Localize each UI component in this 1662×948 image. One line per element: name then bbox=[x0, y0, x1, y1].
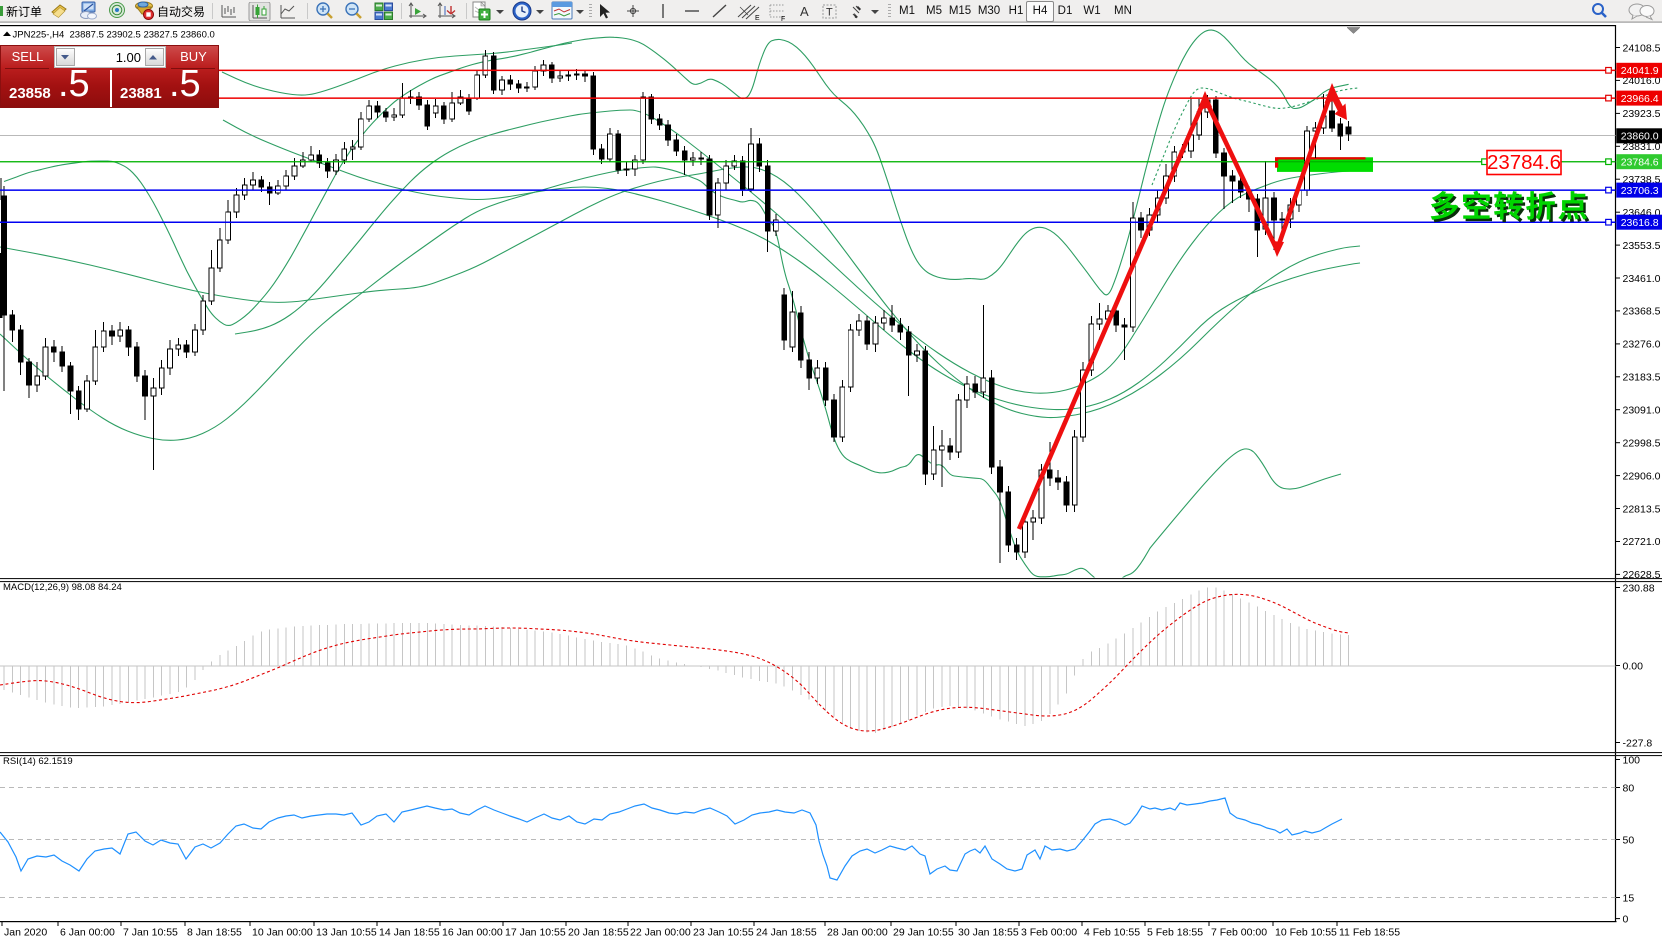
svg-text:F: F bbox=[781, 16, 785, 22]
svg-text:7 Feb 00:00: 7 Feb 00:00 bbox=[1211, 927, 1267, 939]
svg-text:23616.8: 23616.8 bbox=[1621, 217, 1659, 229]
svg-text:22998.5: 22998.5 bbox=[1623, 438, 1661, 450]
svg-text:10 Jan 00:00: 10 Jan 00:00 bbox=[252, 927, 313, 939]
svg-text:E: E bbox=[755, 15, 760, 22]
svg-text:22906.0: 22906.0 bbox=[1623, 470, 1661, 482]
svg-text:RSI(14) 62.1519: RSI(14) 62.1519 bbox=[3, 756, 73, 767]
svg-text:JPN225-,H4 23887.5 23902.5 23: JPN225-,H4 23887.5 23902.5 23827.5 23860… bbox=[13, 30, 215, 41]
svg-text:0: 0 bbox=[1623, 913, 1629, 925]
svg-text:24108.5: 24108.5 bbox=[1623, 42, 1661, 54]
svg-text:22628.5: 22628.5 bbox=[1623, 569, 1661, 581]
svg-text:23 Jan 10:55: 23 Jan 10:55 bbox=[693, 927, 754, 939]
svg-text:50: 50 bbox=[1623, 834, 1635, 846]
svg-text:23860.0: 23860.0 bbox=[1621, 131, 1659, 143]
svg-text:22 Jan 00:00: 22 Jan 00:00 bbox=[630, 927, 691, 939]
svg-text:22721.0: 22721.0 bbox=[1623, 536, 1661, 548]
svg-text:23091.0: 23091.0 bbox=[1623, 405, 1661, 417]
svg-text:23784.6: 23784.6 bbox=[1487, 151, 1561, 174]
svg-text:23923.5: 23923.5 bbox=[1623, 108, 1661, 120]
svg-text:MACD(12,26,9) 98.08 84.24: MACD(12,26,9) 98.08 84.24 bbox=[3, 582, 122, 593]
svg-text:T: T bbox=[826, 7, 833, 19]
svg-text:23966.4: 23966.4 bbox=[1621, 93, 1659, 105]
svg-text:16 Jan 00:00: 16 Jan 00:00 bbox=[442, 927, 503, 939]
svg-text:100: 100 bbox=[1623, 754, 1641, 766]
svg-text:3 Feb 00:00: 3 Feb 00:00 bbox=[1021, 927, 1077, 939]
svg-text:28 Jan 00:00: 28 Jan 00:00 bbox=[827, 927, 888, 939]
svg-text:23276.0: 23276.0 bbox=[1623, 339, 1661, 351]
svg-text:29 Jan 10:55: 29 Jan 10:55 bbox=[893, 927, 954, 939]
svg-text:13 Jan 10:55: 13 Jan 10:55 bbox=[316, 927, 377, 939]
svg-text:23368.5: 23368.5 bbox=[1623, 306, 1661, 318]
svg-text:24 Jan 18:55: 24 Jan 18:55 bbox=[756, 927, 817, 939]
svg-text:A: A bbox=[800, 4, 809, 19]
svg-text:0.00: 0.00 bbox=[1623, 660, 1644, 672]
svg-text:23706.3: 23706.3 bbox=[1621, 185, 1659, 197]
svg-text:11 Feb 18:55: 11 Feb 18:55 bbox=[1339, 927, 1400, 939]
svg-text:15: 15 bbox=[1623, 892, 1635, 904]
svg-text:230.88: 230.88 bbox=[1623, 582, 1655, 594]
svg-text:10 Feb 10:55: 10 Feb 10:55 bbox=[1275, 927, 1337, 939]
svg-text:30 Jan 18:55: 30 Jan 18:55 bbox=[958, 927, 1019, 939]
svg-text:23461.0: 23461.0 bbox=[1623, 273, 1661, 285]
svg-text:17 Jan 10:55: 17 Jan 10:55 bbox=[505, 927, 566, 939]
svg-text:8 Jan 18:55: 8 Jan 18:55 bbox=[187, 927, 242, 939]
svg-text:20 Jan 18:55: 20 Jan 18:55 bbox=[568, 927, 629, 939]
svg-text:23831.0: 23831.0 bbox=[1623, 141, 1661, 153]
svg-text:Jan 2020: Jan 2020 bbox=[4, 927, 47, 939]
svg-text:14 Jan 18:55: 14 Jan 18:55 bbox=[379, 927, 440, 939]
svg-text:24016.0: 24016.0 bbox=[1623, 75, 1661, 87]
svg-text:24041.9: 24041.9 bbox=[1621, 65, 1659, 77]
svg-text:23784.6: 23784.6 bbox=[1621, 157, 1659, 169]
svg-text:23553.5: 23553.5 bbox=[1623, 240, 1661, 252]
svg-text:23183.5: 23183.5 bbox=[1623, 372, 1661, 384]
svg-text:5 Feb 18:55: 5 Feb 18:55 bbox=[1147, 927, 1203, 939]
svg-text:80: 80 bbox=[1623, 782, 1635, 794]
svg-text:6 Jan 00:00: 6 Jan 00:00 bbox=[60, 927, 115, 939]
svg-text:7 Jan 10:55: 7 Jan 10:55 bbox=[123, 927, 178, 939]
svg-text:-227.8: -227.8 bbox=[1623, 737, 1653, 749]
svg-text:4 Feb 10:55: 4 Feb 10:55 bbox=[1084, 927, 1140, 939]
svg-text:22813.5: 22813.5 bbox=[1623, 503, 1661, 515]
